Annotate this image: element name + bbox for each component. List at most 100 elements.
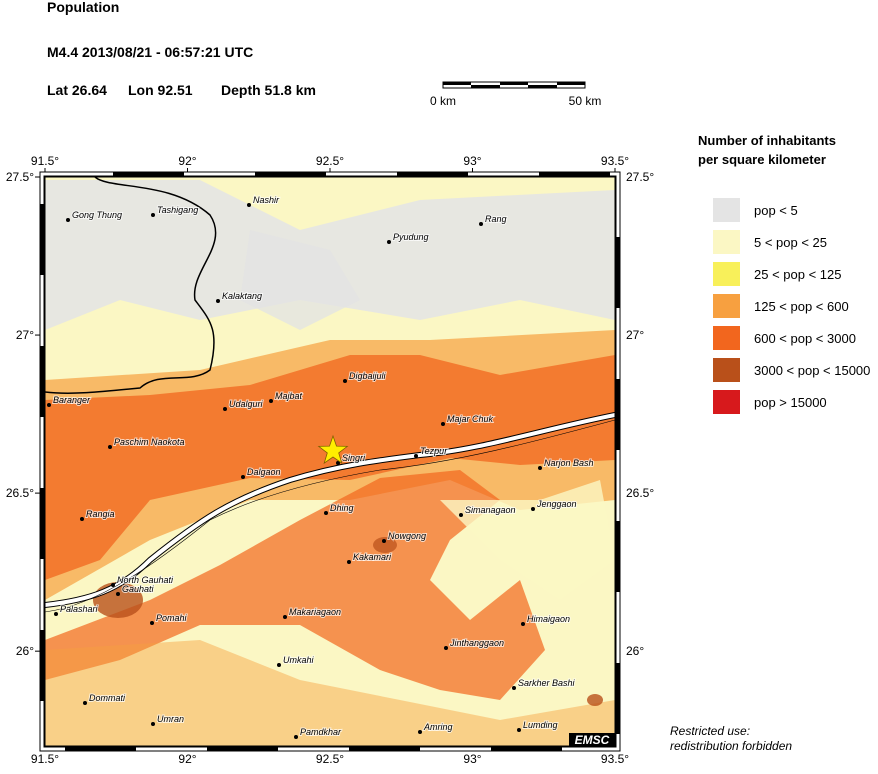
- pop-area: [373, 537, 397, 553]
- legend-label: 3000 < pop < 15000: [754, 363, 870, 378]
- x-tick-label: 92°: [178, 154, 196, 168]
- place-dot: [151, 722, 155, 726]
- pop-area: [587, 694, 603, 706]
- place-dot: [512, 686, 516, 690]
- lon: Lon 92.51: [128, 82, 193, 98]
- place-dot: [116, 592, 120, 596]
- place-dot: [83, 701, 87, 705]
- x-tick-label: 92°: [178, 752, 196, 766]
- place-dot: [517, 728, 521, 732]
- y-tick-label: 27.5°: [626, 170, 654, 184]
- place-label: Pomahi: [156, 613, 188, 623]
- place-dot: [418, 730, 422, 734]
- pop-area: [45, 470, 545, 700]
- border: [45, 177, 217, 394]
- place-label: Sarkher Bashi: [518, 678, 576, 688]
- legend-label: pop < 5: [754, 203, 798, 218]
- place-label: Baranger: [53, 395, 91, 405]
- place-dot: [277, 663, 281, 667]
- logo-box: [569, 733, 615, 747]
- place-label: Nowgong: [388, 531, 426, 541]
- place-label: Jenggaon: [536, 499, 577, 509]
- scale-start: 0 km: [430, 94, 456, 108]
- place-dot: [151, 213, 155, 217]
- depth: Depth 51.8 km: [221, 82, 316, 98]
- legend-swatch: [713, 358, 740, 382]
- legend-swatch: [713, 326, 740, 350]
- place-label: Rang: [485, 214, 507, 224]
- place-label: Pamdkhar: [300, 727, 342, 737]
- scale-bar: [442, 81, 586, 89]
- place-label: Singri: [342, 453, 366, 463]
- place-dot: [54, 612, 58, 616]
- place-label: Palashari: [60, 604, 99, 614]
- legend-label: 600 < pop < 3000: [754, 331, 856, 346]
- place-dot: [336, 461, 340, 465]
- place-dot: [108, 445, 112, 449]
- y-tick-label: 27.5°: [6, 170, 34, 184]
- place-label: Gauhati: [122, 584, 155, 594]
- place-label: Majar Chuk: [447, 414, 494, 424]
- legend-swatch: [713, 198, 740, 222]
- place-label: Udalguri: [229, 399, 264, 409]
- map-frame-dash: [40, 172, 620, 751]
- place-label: Dommati: [89, 693, 126, 703]
- footer: redistribution forbidden: [670, 739, 792, 753]
- lat: Lat 26.64: [47, 82, 107, 98]
- place-label: Rangia: [86, 509, 115, 519]
- scale-end: 50 km: [569, 94, 602, 108]
- place-label: Simanagaon: [465, 505, 516, 515]
- place-dot: [531, 507, 535, 511]
- place-label: Kakamari: [353, 552, 392, 562]
- x-tick-label: 91.5°: [31, 752, 59, 766]
- place-dot: [80, 517, 84, 521]
- place-dot: [444, 646, 448, 650]
- legend-title: per square kilometer: [698, 152, 826, 167]
- place-label: Digbaijuli: [349, 371, 387, 381]
- place-label: Dhing: [330, 503, 354, 513]
- place-dot: [479, 222, 483, 226]
- map-frame: [44, 176, 616, 747]
- x-tick-label: 93°: [463, 752, 481, 766]
- logo: EMSC: [575, 733, 610, 747]
- pop-area: [440, 480, 615, 600]
- place-label: Gong Thung: [72, 210, 122, 220]
- place-dot: [223, 407, 227, 411]
- place-dot: [441, 422, 445, 426]
- place-label: Narjon Bash: [544, 458, 594, 468]
- place-dot: [294, 735, 298, 739]
- place-dot: [283, 615, 287, 619]
- legend-title: Number of inhabitants: [698, 133, 836, 148]
- place-label: Nashir: [253, 195, 280, 205]
- place-label: Jinthanggaon: [449, 638, 504, 648]
- place-dot: [247, 203, 251, 207]
- x-tick-label: 92.5°: [316, 154, 344, 168]
- river: [45, 413, 615, 607]
- epicenter: [317, 434, 349, 465]
- legend-swatch: [713, 390, 740, 414]
- place-dot: [269, 399, 273, 403]
- footer: Restricted use:: [670, 724, 750, 738]
- place-label: Majbat: [275, 391, 303, 401]
- place-dot: [521, 622, 525, 626]
- legend-label: 5 < pop < 25: [754, 235, 827, 250]
- place-label: Himaigaon: [527, 614, 570, 624]
- place-label: Lumding: [523, 720, 558, 730]
- y-tick-label: 27°: [16, 328, 34, 342]
- legend-label: 125 < pop < 600: [754, 299, 849, 314]
- place-label: Tezpur: [420, 446, 448, 456]
- legend-swatch: [713, 262, 740, 286]
- x-tick-label: 93.5°: [601, 752, 629, 766]
- legend-swatch: [713, 230, 740, 254]
- place-dot: [150, 621, 154, 625]
- place-dot: [459, 513, 463, 517]
- place-dot: [241, 475, 245, 479]
- place-dot: [414, 454, 418, 458]
- pop-area: [240, 230, 360, 330]
- place-label: Kalaktang: [222, 291, 262, 301]
- river: [45, 419, 615, 613]
- population-map: Gong Thung Tashigang Nashir Rang Pyudung Kala…: [45, 177, 615, 746]
- place-dot: [66, 218, 70, 222]
- y-tick-label: 26.5°: [6, 486, 34, 500]
